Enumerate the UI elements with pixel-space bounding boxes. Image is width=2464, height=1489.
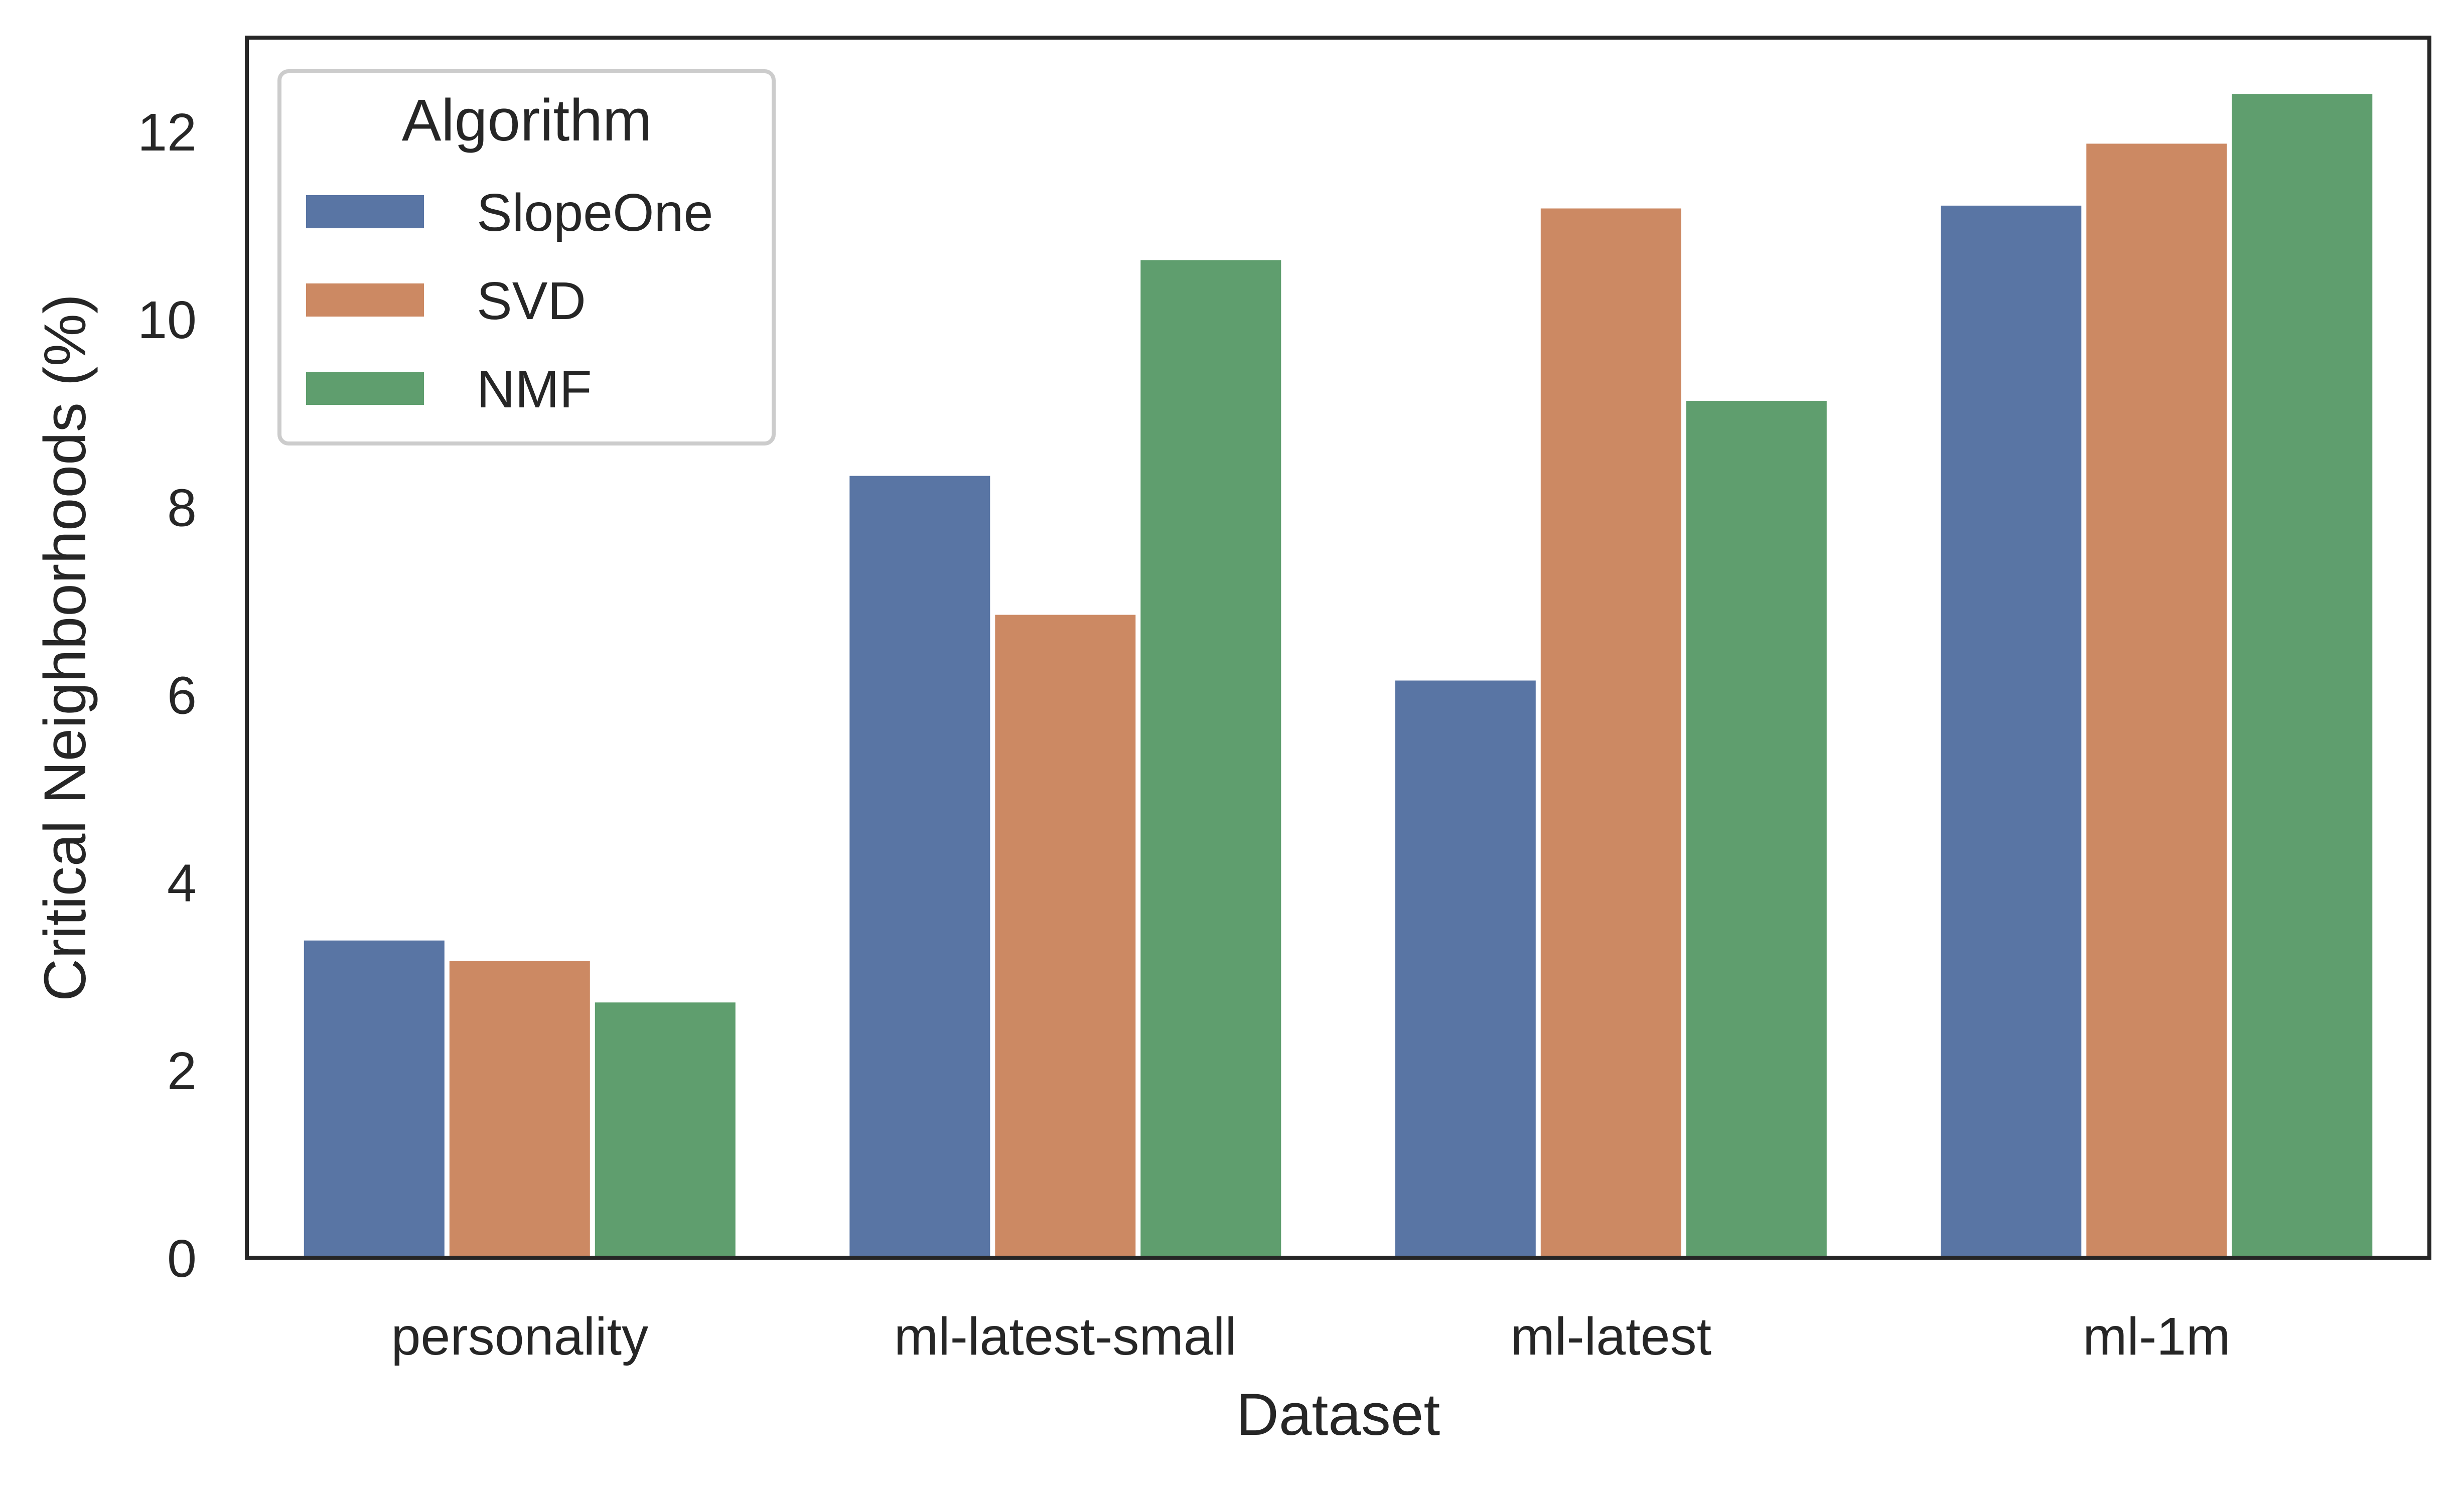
y-tick-label: 10: [137, 290, 197, 350]
legend-label-svd[interactable]: SVD: [477, 271, 586, 331]
x-tick-label-ml-latest: ml-latest: [1511, 1307, 1712, 1366]
y-axis: 0 2 4 6 8 10 12: [137, 103, 197, 1288]
bar-nmf-ml-1m: [2232, 94, 2373, 1258]
x-axis: personality ml-latest-small ml-latest ml-1m: [391, 1307, 2230, 1366]
bar-slopeone-personality: [304, 940, 445, 1258]
bar-svd-ml-1m: [2086, 143, 2227, 1258]
x-axis-label: Dataset: [1236, 1382, 1440, 1448]
bars-layer: [304, 94, 2373, 1258]
x-tick-label-ml-1m: ml-1m: [2083, 1307, 2230, 1366]
x-tick-label-ml-latest-small: ml-latest-small: [894, 1307, 1237, 1366]
bar-slopeone-ml-1m: [1941, 205, 2082, 1258]
bar-nmf-ml-latest: [1686, 401, 1827, 1258]
bar-svd-ml-latest-small: [995, 615, 1136, 1258]
y-tick-label: 0: [167, 1229, 197, 1288]
bar-svd-personality: [449, 961, 590, 1258]
y-tick-label: 8: [167, 478, 197, 537]
legend-swatch-slopeone: [306, 195, 424, 228]
y-axis-label: Critical Neighborhoods (%): [32, 294, 98, 1001]
bar-slopeone-ml-latest-small: [849, 476, 990, 1258]
x-tick-label-personality: personality: [391, 1307, 648, 1366]
y-tick-label: 4: [167, 854, 197, 913]
bar-slopeone-ml-latest: [1395, 680, 1536, 1258]
legend-title: Algorithm: [402, 87, 652, 154]
legend-label-slopeone[interactable]: SlopeOne: [477, 183, 713, 242]
bar-nmf-personality: [595, 1002, 736, 1258]
legend[interactable]: Algorithm SlopeOne SVD NMF: [277, 69, 776, 445]
bar-nmf-ml-latest-small: [1140, 260, 1281, 1258]
legend-swatch-svd: [306, 283, 424, 317]
plot-frame: [245, 36, 2431, 1260]
legend-swatch-nmf: [306, 372, 424, 405]
y-tick-label: 12: [137, 103, 197, 162]
legend-label-nmf[interactable]: NMF: [477, 360, 592, 419]
legend-box: [277, 69, 776, 445]
y-tick-label: 6: [167, 666, 197, 725]
y-tick-label: 2: [167, 1041, 197, 1101]
bar-svd-ml-latest: [1540, 208, 1681, 1258]
